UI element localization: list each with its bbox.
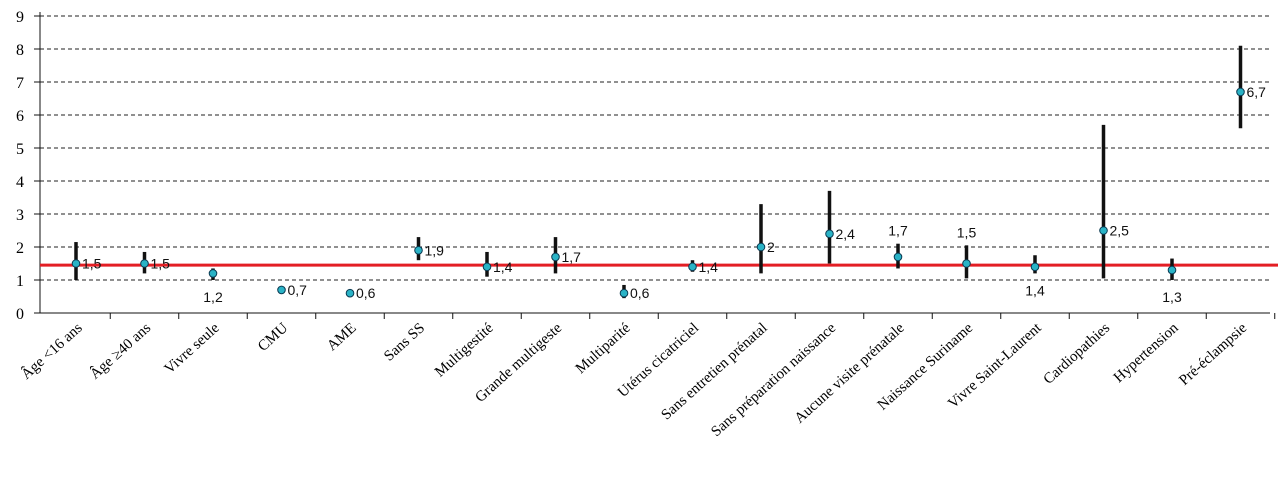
data-label: 1,5: [82, 256, 102, 272]
x-tick-label: Sans SS: [381, 320, 428, 365]
data-point: [1099, 226, 1108, 235]
y-tick-label: 1: [16, 273, 24, 290]
x-tick-label: Hypertension: [1111, 320, 1182, 386]
data-label: 1,4: [699, 259, 719, 275]
data-point: [688, 262, 697, 272]
x-tick-label: Pré-éclampsie: [1176, 320, 1250, 389]
data-point: [756, 242, 766, 252]
data-point: [1030, 262, 1040, 272]
data-label: 0,6: [630, 285, 650, 301]
axes: [34, 12, 1276, 319]
data-point: [825, 229, 834, 239]
data-label: 2: [767, 239, 775, 255]
grid-lines: [40, 15, 1270, 281]
x-tick-label: Multigestité: [432, 320, 497, 381]
data-point: [140, 259, 149, 268]
y-tick-label: 3: [16, 207, 24, 224]
data-point: [208, 269, 218, 278]
y-tick-label: 0: [16, 306, 24, 323]
data-point: [345, 288, 355, 298]
data-label: 0,7: [288, 282, 308, 298]
data-point: [414, 246, 423, 255]
data-label: 0,6: [356, 285, 376, 301]
x-tick-label: Cardiopathies: [1041, 320, 1114, 388]
y-tick-label: 9: [16, 9, 24, 26]
x-tick-label: Aucune visite prénatale: [792, 320, 908, 427]
data-point: [1236, 87, 1245, 97]
data-point: [551, 252, 560, 262]
y-tick-label: 4: [16, 174, 24, 191]
data-label: 2,4: [836, 226, 856, 242]
x-tick-label: AME: [324, 320, 359, 354]
data-point: [619, 288, 629, 298]
data-points: [71, 87, 1245, 298]
y-tick-label: 2: [16, 240, 24, 257]
data-point: [71, 259, 81, 268]
x-tick-label: Vivre seule: [162, 320, 223, 378]
y-tick-label: 5: [16, 141, 24, 158]
data-label: 1,7: [562, 249, 582, 265]
data-label: 1,5: [957, 224, 977, 240]
y-tick-label: 6: [16, 108, 24, 125]
x-tick-label: Multiparité: [573, 320, 634, 377]
y-tick-label: 7: [16, 75, 24, 92]
x-tick-label: Âge <16 ans: [18, 319, 86, 383]
x-tick-label: Sans préparation naissance: [708, 320, 839, 440]
data-label: 1,7: [888, 223, 908, 239]
data-label: 1,5: [151, 256, 171, 272]
data-label: 1,4: [1025, 282, 1045, 298]
data-point: [962, 259, 971, 268]
data-label: 1,3: [1162, 289, 1182, 305]
confidence-intervals: [74, 45, 1243, 299]
x-tick-label: CMU: [255, 320, 291, 355]
data-label: 1,4: [493, 259, 513, 275]
x-tick-labels: Âge <16 ans Âge ≥40 ans Vivre seule CMU AME S…: [18, 319, 1251, 440]
data-point: [893, 252, 903, 262]
data-label: 6,7: [1247, 84, 1267, 100]
x-tick-label: Âge ≥40 ans: [87, 319, 155, 382]
data-labels: 1,5 1,5 1,2 0,7 0,6 1,9 1,4 1,7 0,6 1,4 2 2,4 1,7 1,5…: [82, 84, 1266, 305]
data-label: 1,9: [425, 242, 445, 258]
data-label: 2,5: [1110, 223, 1130, 239]
y-tick-label: 8: [16, 42, 24, 59]
data-point: [277, 285, 286, 295]
data-label: 1,2: [203, 289, 223, 305]
data-point: [1167, 265, 1177, 275]
data-point: [482, 262, 492, 272]
y-tick-labels: 0 1 2 3 4 5 6 7 8 9: [16, 9, 24, 323]
